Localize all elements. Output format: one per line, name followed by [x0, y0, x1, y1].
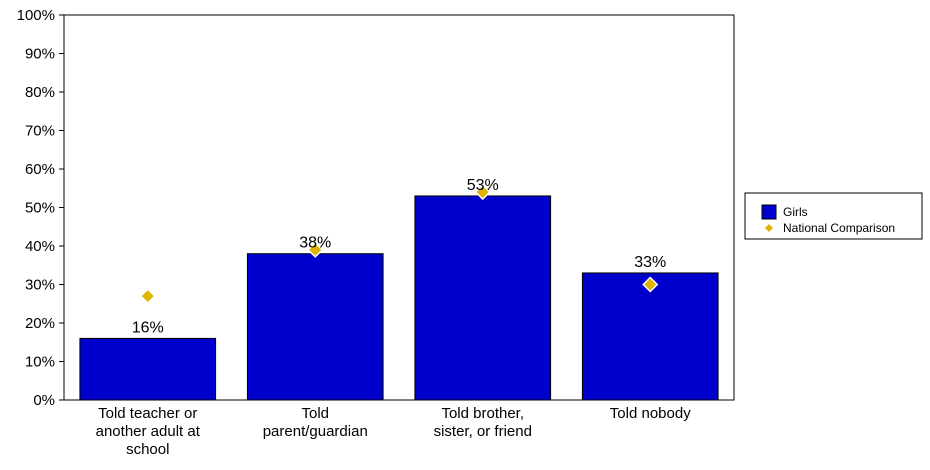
bar-series-girls: [79, 195, 719, 401]
y-tick-label: 60%: [25, 161, 55, 178]
y-tick-label: 0%: [33, 392, 55, 409]
bar-value-label: 16%: [132, 319, 164, 336]
y-tick-label: 20%: [25, 315, 55, 332]
national-comparison-marker: [139, 287, 156, 305]
bar-value-label: 33%: [634, 254, 666, 271]
bar-value-label: 53%: [467, 177, 499, 194]
x-category-label: Told brother, sister, or friend: [434, 405, 532, 440]
y-tick-label: 70%: [25, 123, 55, 140]
national-comparison-marker: [642, 276, 659, 293]
legend-swatch-girls: [761, 204, 777, 220]
y-tick-label: 100%: [17, 7, 55, 24]
national-comparison-marker: [474, 184, 491, 201]
y-tick-label: 50%: [25, 200, 55, 217]
national-comparison-marker: [307, 241, 324, 258]
data-labels: 16% 38% 53% 33%: [132, 177, 667, 336]
x-category-label-line: Told brother,: [441, 405, 524, 422]
x-category-label-line: Told: [301, 405, 329, 422]
marker-series-national-comparison: [139, 184, 659, 305]
legend-label-national-comparison: National Comparison: [783, 221, 895, 235]
y-tick-label: 10%: [25, 354, 55, 371]
y-tick-label: 90%: [25, 46, 55, 63]
y-tick-label: 30%: [25, 277, 55, 294]
legend-swatch-national-comparison: [765, 224, 773, 232]
x-category-label: Told parent/guardian: [263, 405, 368, 440]
bar: [414, 195, 552, 401]
x-axis: Told teacher or another adult at schoolTol…: [64, 399, 734, 458]
bar: [246, 253, 384, 401]
x-category-label-line: another adult at: [96, 423, 201, 440]
x-category-label-line: Told teacher or: [98, 405, 197, 422]
bar: [581, 272, 719, 401]
legend: Girls National Comparison: [744, 192, 923, 240]
x-category-label: Told teacher or another adult at school: [96, 405, 201, 458]
x-category-label: Told nobody: [610, 405, 691, 422]
bar-value-label: 38%: [299, 235, 331, 252]
legend-label-girls: Girls: [783, 205, 808, 219]
bar: [79, 337, 217, 401]
y-axis: 0% 10% 20% 30% 40% 50% 60% 70% 80% 90% 100%: [17, 7, 64, 409]
x-category-label-line: sister, or friend: [434, 423, 532, 440]
y-tick-label: 80%: [25, 84, 55, 101]
x-category-label-line: school: [126, 441, 169, 458]
x-category-label-line: Told nobody: [610, 405, 691, 422]
y-tick-label: 40%: [25, 238, 55, 255]
x-category-label-line: parent/guardian: [263, 423, 368, 440]
